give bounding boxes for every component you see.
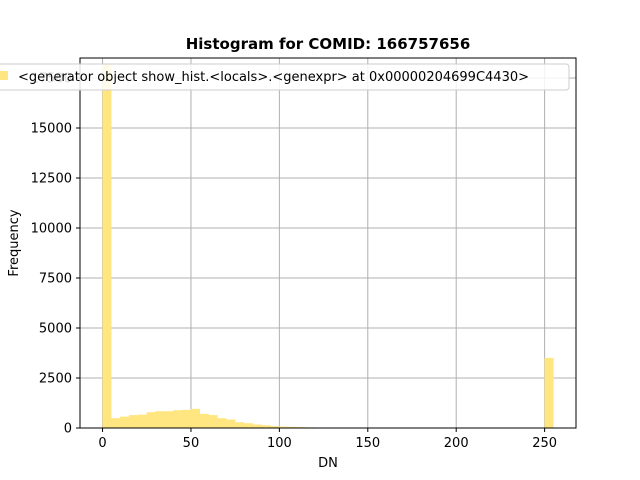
x-tick-label: 50 (183, 436, 200, 451)
histogram-bar (208, 415, 218, 429)
x-tick-label: 200 (444, 436, 469, 451)
x-tick-label: 250 (532, 436, 557, 451)
x-tick-label: 0 (98, 436, 106, 451)
y-tick-label: 2500 (39, 372, 72, 387)
histogram-bar (137, 414, 147, 429)
x-tick-label: 150 (355, 436, 380, 451)
histogram-bars (102, 63, 554, 429)
histogram-bar (102, 63, 112, 429)
histogram-bar (544, 357, 554, 429)
histogram-bar (155, 411, 165, 429)
histogram-bar (111, 418, 121, 429)
legend-box (0, 63, 570, 91)
legend-entry-label: <generator object show_hist.<locals>.<ge… (18, 70, 529, 85)
x-axis-label: DN (318, 456, 338, 471)
histogram-bar (181, 409, 192, 429)
histogram-bar (190, 408, 200, 429)
y-tick-label: 10000 (31, 222, 72, 237)
histogram-bar (146, 412, 156, 429)
y-tick-label: 12500 (31, 172, 72, 187)
histogram-bar (252, 424, 262, 429)
y-axis-label: Frequency (7, 209, 22, 276)
histogram-bar (173, 410, 183, 429)
y-tick-label: 5000 (39, 322, 72, 337)
histogram-bar (128, 415, 139, 429)
y-tick-label: 0 (64, 422, 72, 437)
x-axis-ticks: 0 50 100 150 200 250 (98, 428, 557, 451)
histogram-bar (164, 411, 174, 429)
histogram-bar (199, 413, 209, 429)
y-tick-label: 7500 (39, 272, 72, 287)
histogram-bar (235, 422, 245, 429)
y-tick-label: 15000 (31, 122, 72, 137)
histogram-bar (120, 416, 130, 429)
plot-frame (79, 57, 577, 429)
chart-title: Histogram for COMID: 166757656 (186, 35, 471, 53)
legend: <generator object show_hist.<locals>.<ge… (0, 63, 570, 91)
x-tick-label: 100 (267, 436, 292, 451)
histogram-bar (217, 418, 227, 429)
histogram-bar (243, 423, 253, 429)
legend-swatch (0, 71, 8, 80)
histogram-bar (226, 419, 236, 429)
